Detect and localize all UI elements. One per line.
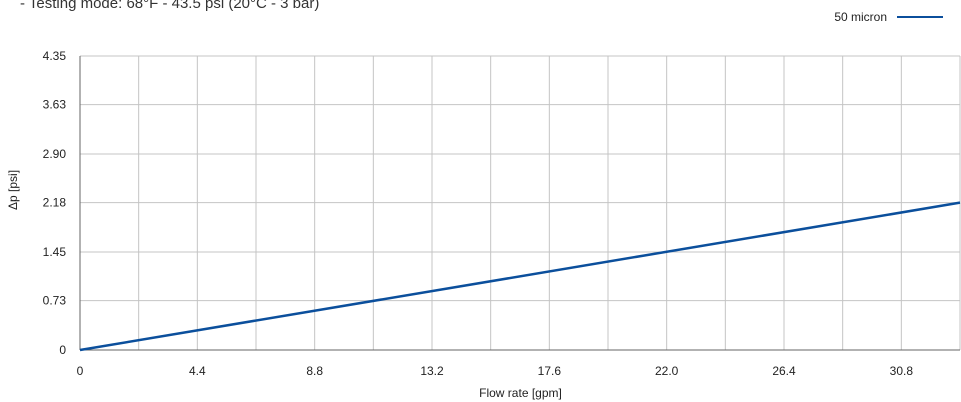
- x-tick-label: 22.0: [655, 364, 679, 378]
- y-tick-label: 2.18: [43, 196, 67, 210]
- chart-subtitle: - Testing mode: 68°F - 43.5 psi (20°C - …: [20, 0, 320, 12]
- x-tick-label: 4.4: [189, 364, 206, 378]
- x-axis-label: Flow rate [gpm]: [479, 386, 562, 400]
- chart-legend: 50 micron: [834, 10, 943, 24]
- x-tick-label: 13.2: [420, 364, 444, 378]
- y-tick-label: 0.73: [43, 294, 67, 308]
- y-tick-label: 3.63: [43, 98, 67, 112]
- y-tick-label: 2.90: [43, 147, 67, 161]
- legend-label: 50 micron: [834, 10, 887, 24]
- y-tick-label: 4.35: [43, 49, 67, 63]
- x-tick-label: 30.8: [890, 364, 914, 378]
- series-line: [79, 201, 961, 352]
- legend-swatch: [897, 16, 943, 18]
- x-tick-label: 8.8: [306, 364, 323, 378]
- x-tick-label: 0: [77, 364, 84, 378]
- y-tick-label: 0: [59, 343, 66, 357]
- x-tick-label: 26.4: [772, 364, 796, 378]
- y-tick-label: 1.45: [43, 245, 67, 259]
- x-tick-label: 17.6: [538, 364, 562, 378]
